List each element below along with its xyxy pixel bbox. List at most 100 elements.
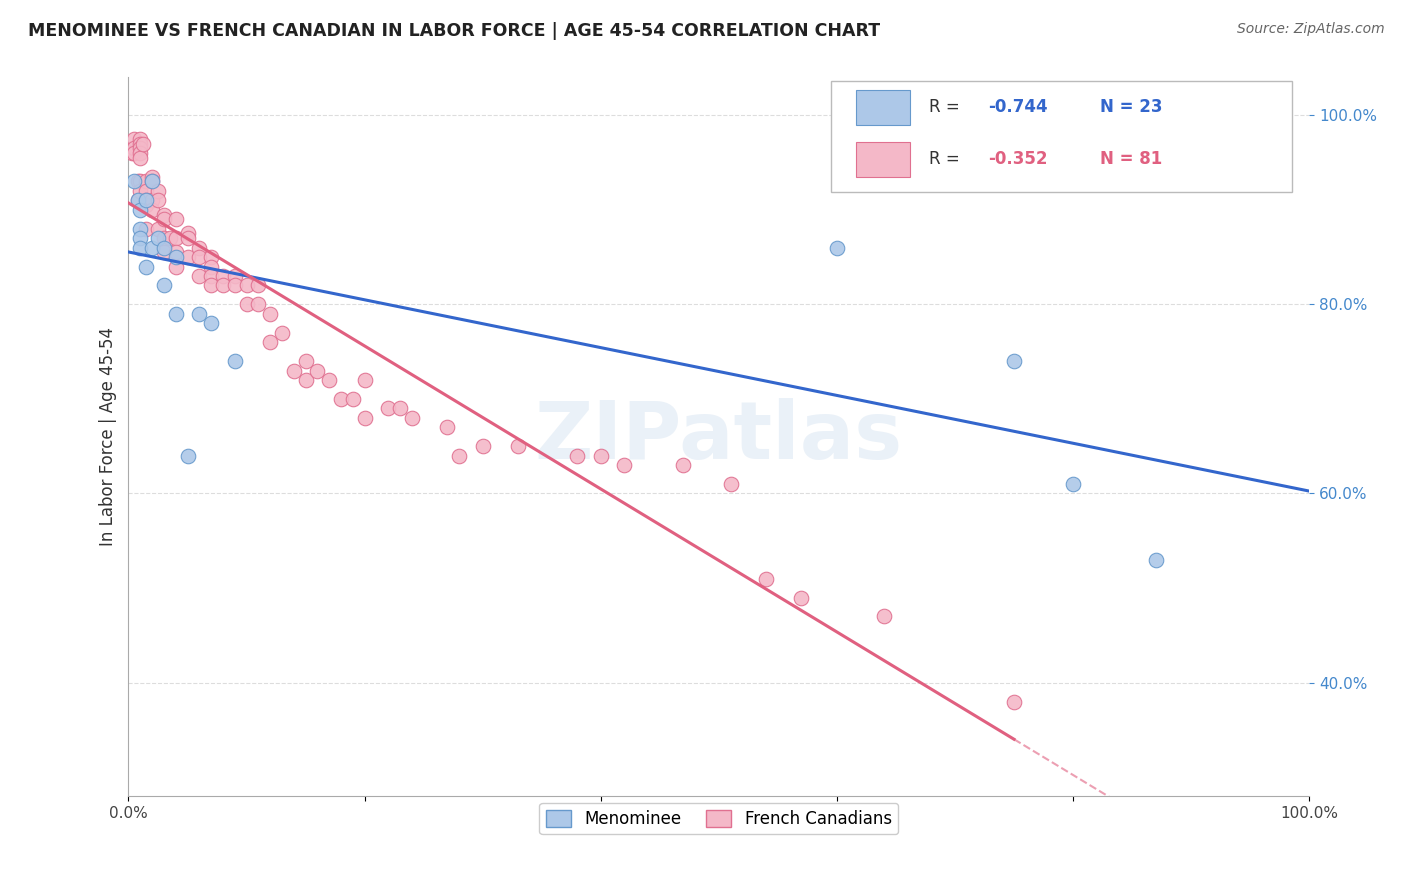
Point: [135, 260, 157, 274]
Point: [565, 449, 588, 463]
Point: [672, 458, 695, 472]
Point: [271, 326, 294, 340]
Point: [224, 268, 246, 283]
Point: [165, 245, 187, 260]
Point: [153, 241, 176, 255]
Point: [200, 278, 222, 293]
Point: [873, 609, 896, 624]
Point: [176, 231, 198, 245]
Point: [720, 477, 742, 491]
Point: [129, 151, 152, 165]
Point: [141, 174, 163, 188]
Point: [259, 307, 281, 321]
Point: [129, 136, 152, 151]
Point: [135, 194, 157, 208]
Point: [176, 250, 198, 264]
Point: [247, 297, 270, 311]
Point: [436, 420, 458, 434]
Point: [212, 268, 235, 283]
Point: [153, 212, 176, 227]
Point: [1002, 354, 1025, 368]
Point: [153, 245, 176, 260]
Point: [188, 241, 211, 255]
Point: [135, 198, 157, 212]
Text: R =: R =: [929, 150, 965, 168]
Point: [135, 194, 157, 208]
Point: [129, 221, 152, 235]
Point: [200, 250, 222, 264]
Point: [1002, 694, 1025, 708]
Point: [165, 231, 187, 245]
Point: [755, 572, 778, 586]
Point: [153, 231, 176, 245]
Point: [146, 184, 169, 198]
FancyBboxPatch shape: [856, 90, 910, 125]
Point: [188, 307, 211, 321]
Point: [135, 184, 157, 198]
Text: N = 23: N = 23: [1101, 97, 1163, 116]
Point: [165, 260, 187, 274]
Point: [127, 194, 149, 208]
Point: [259, 335, 281, 350]
Point: [124, 174, 146, 188]
Point: [129, 146, 152, 161]
Point: [188, 250, 211, 264]
Point: [129, 231, 152, 245]
Point: [330, 392, 353, 406]
Text: R =: R =: [929, 97, 965, 116]
Point: [165, 212, 187, 227]
Point: [224, 278, 246, 293]
Point: [283, 363, 305, 377]
Text: -0.744: -0.744: [988, 97, 1047, 116]
Text: -0.352: -0.352: [988, 150, 1047, 168]
Point: [825, 241, 848, 255]
Point: [129, 174, 152, 188]
Point: [353, 373, 375, 387]
Point: [589, 449, 612, 463]
Point: [129, 241, 152, 255]
Point: [159, 231, 181, 245]
Point: [141, 194, 163, 208]
Point: [294, 373, 316, 387]
Point: [131, 136, 153, 151]
Point: [153, 208, 176, 222]
Point: [124, 141, 146, 155]
Point: [141, 174, 163, 188]
Point: [377, 401, 399, 416]
Point: [212, 278, 235, 293]
Point: [153, 278, 176, 293]
Point: [508, 439, 530, 453]
Point: [188, 268, 211, 283]
Point: [200, 260, 222, 274]
Point: [471, 439, 494, 453]
Point: [135, 221, 157, 235]
Point: [318, 373, 340, 387]
Point: [165, 250, 187, 264]
Point: [200, 268, 222, 283]
Point: [141, 169, 163, 184]
Point: [1062, 477, 1084, 491]
Point: [790, 591, 813, 605]
Point: [141, 202, 163, 217]
Point: [135, 174, 157, 188]
Legend: Menominee, French Canadians: Menominee, French Canadians: [540, 803, 898, 835]
Point: [401, 410, 423, 425]
Point: [224, 354, 246, 368]
Text: N = 81: N = 81: [1101, 150, 1163, 168]
Point: [129, 132, 152, 146]
Point: [165, 307, 187, 321]
Point: [121, 146, 143, 161]
Point: [129, 184, 152, 198]
Point: [200, 316, 222, 330]
Point: [176, 227, 198, 241]
Text: MENOMINEE VS FRENCH CANADIAN IN LABOR FORCE | AGE 45-54 CORRELATION CHART: MENOMINEE VS FRENCH CANADIAN IN LABOR FO…: [28, 22, 880, 40]
Point: [146, 194, 169, 208]
Point: [146, 231, 169, 245]
Point: [235, 278, 257, 293]
Text: Source: ZipAtlas.com: Source: ZipAtlas.com: [1237, 22, 1385, 37]
Point: [353, 410, 375, 425]
FancyBboxPatch shape: [856, 142, 910, 177]
Point: [146, 221, 169, 235]
Point: [176, 449, 198, 463]
FancyBboxPatch shape: [831, 81, 1292, 193]
